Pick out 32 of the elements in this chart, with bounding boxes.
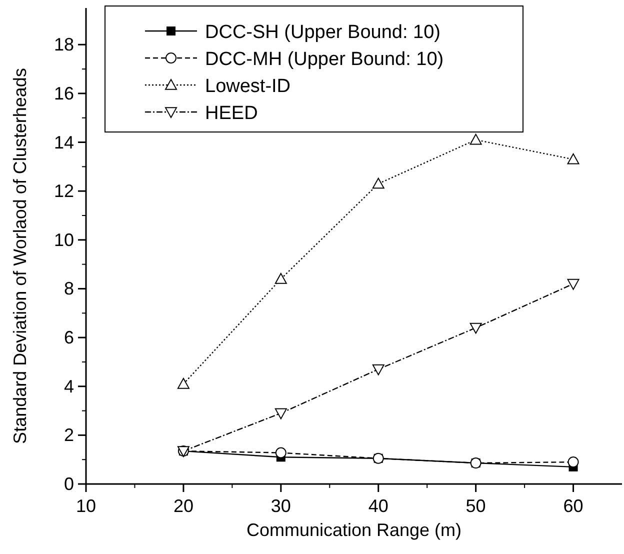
x-axis-title: Communication Range (m) bbox=[246, 520, 462, 540]
y-tick-label: 8 bbox=[64, 278, 74, 299]
y-tick-label: 16 bbox=[54, 83, 74, 104]
x-tick-label: 20 bbox=[173, 496, 194, 516]
point bbox=[567, 153, 580, 164]
y-tick-label: 0 bbox=[64, 474, 74, 494]
y-tick-label: 2 bbox=[64, 425, 74, 446]
point bbox=[567, 278, 580, 290]
point bbox=[568, 456, 579, 468]
point bbox=[274, 408, 287, 420]
y-tick-label: 12 bbox=[54, 181, 74, 202]
y-tick-label: 6 bbox=[64, 328, 74, 348]
point bbox=[470, 134, 482, 145]
point bbox=[372, 364, 384, 376]
y-tick-label: 14 bbox=[54, 132, 74, 152]
y-tick-label: 4 bbox=[64, 376, 74, 396]
x-tick-label: 30 bbox=[270, 496, 291, 516]
y-tick-label: 10 bbox=[54, 230, 74, 250]
legend-label: DCC-MH (Upper Bound: 10) bbox=[205, 49, 444, 70]
x-tick-label: 40 bbox=[368, 496, 388, 516]
x-tick-label: 60 bbox=[563, 496, 584, 516]
legend-label: DCC-SH (Upper Bound: 10) bbox=[205, 22, 440, 43]
x-tick-label: 50 bbox=[466, 496, 486, 516]
y-tick-label: 18 bbox=[54, 34, 74, 55]
point bbox=[275, 447, 286, 458]
point bbox=[372, 178, 384, 189]
point bbox=[274, 272, 287, 284]
y-axis-title: Standard Deviation of Worlaod of Clusterheads bbox=[10, 68, 30, 444]
legend-label: Lowest-ID bbox=[205, 76, 291, 97]
point bbox=[177, 378, 190, 389]
point bbox=[470, 322, 482, 334]
legend-label: HEED bbox=[205, 103, 258, 124]
